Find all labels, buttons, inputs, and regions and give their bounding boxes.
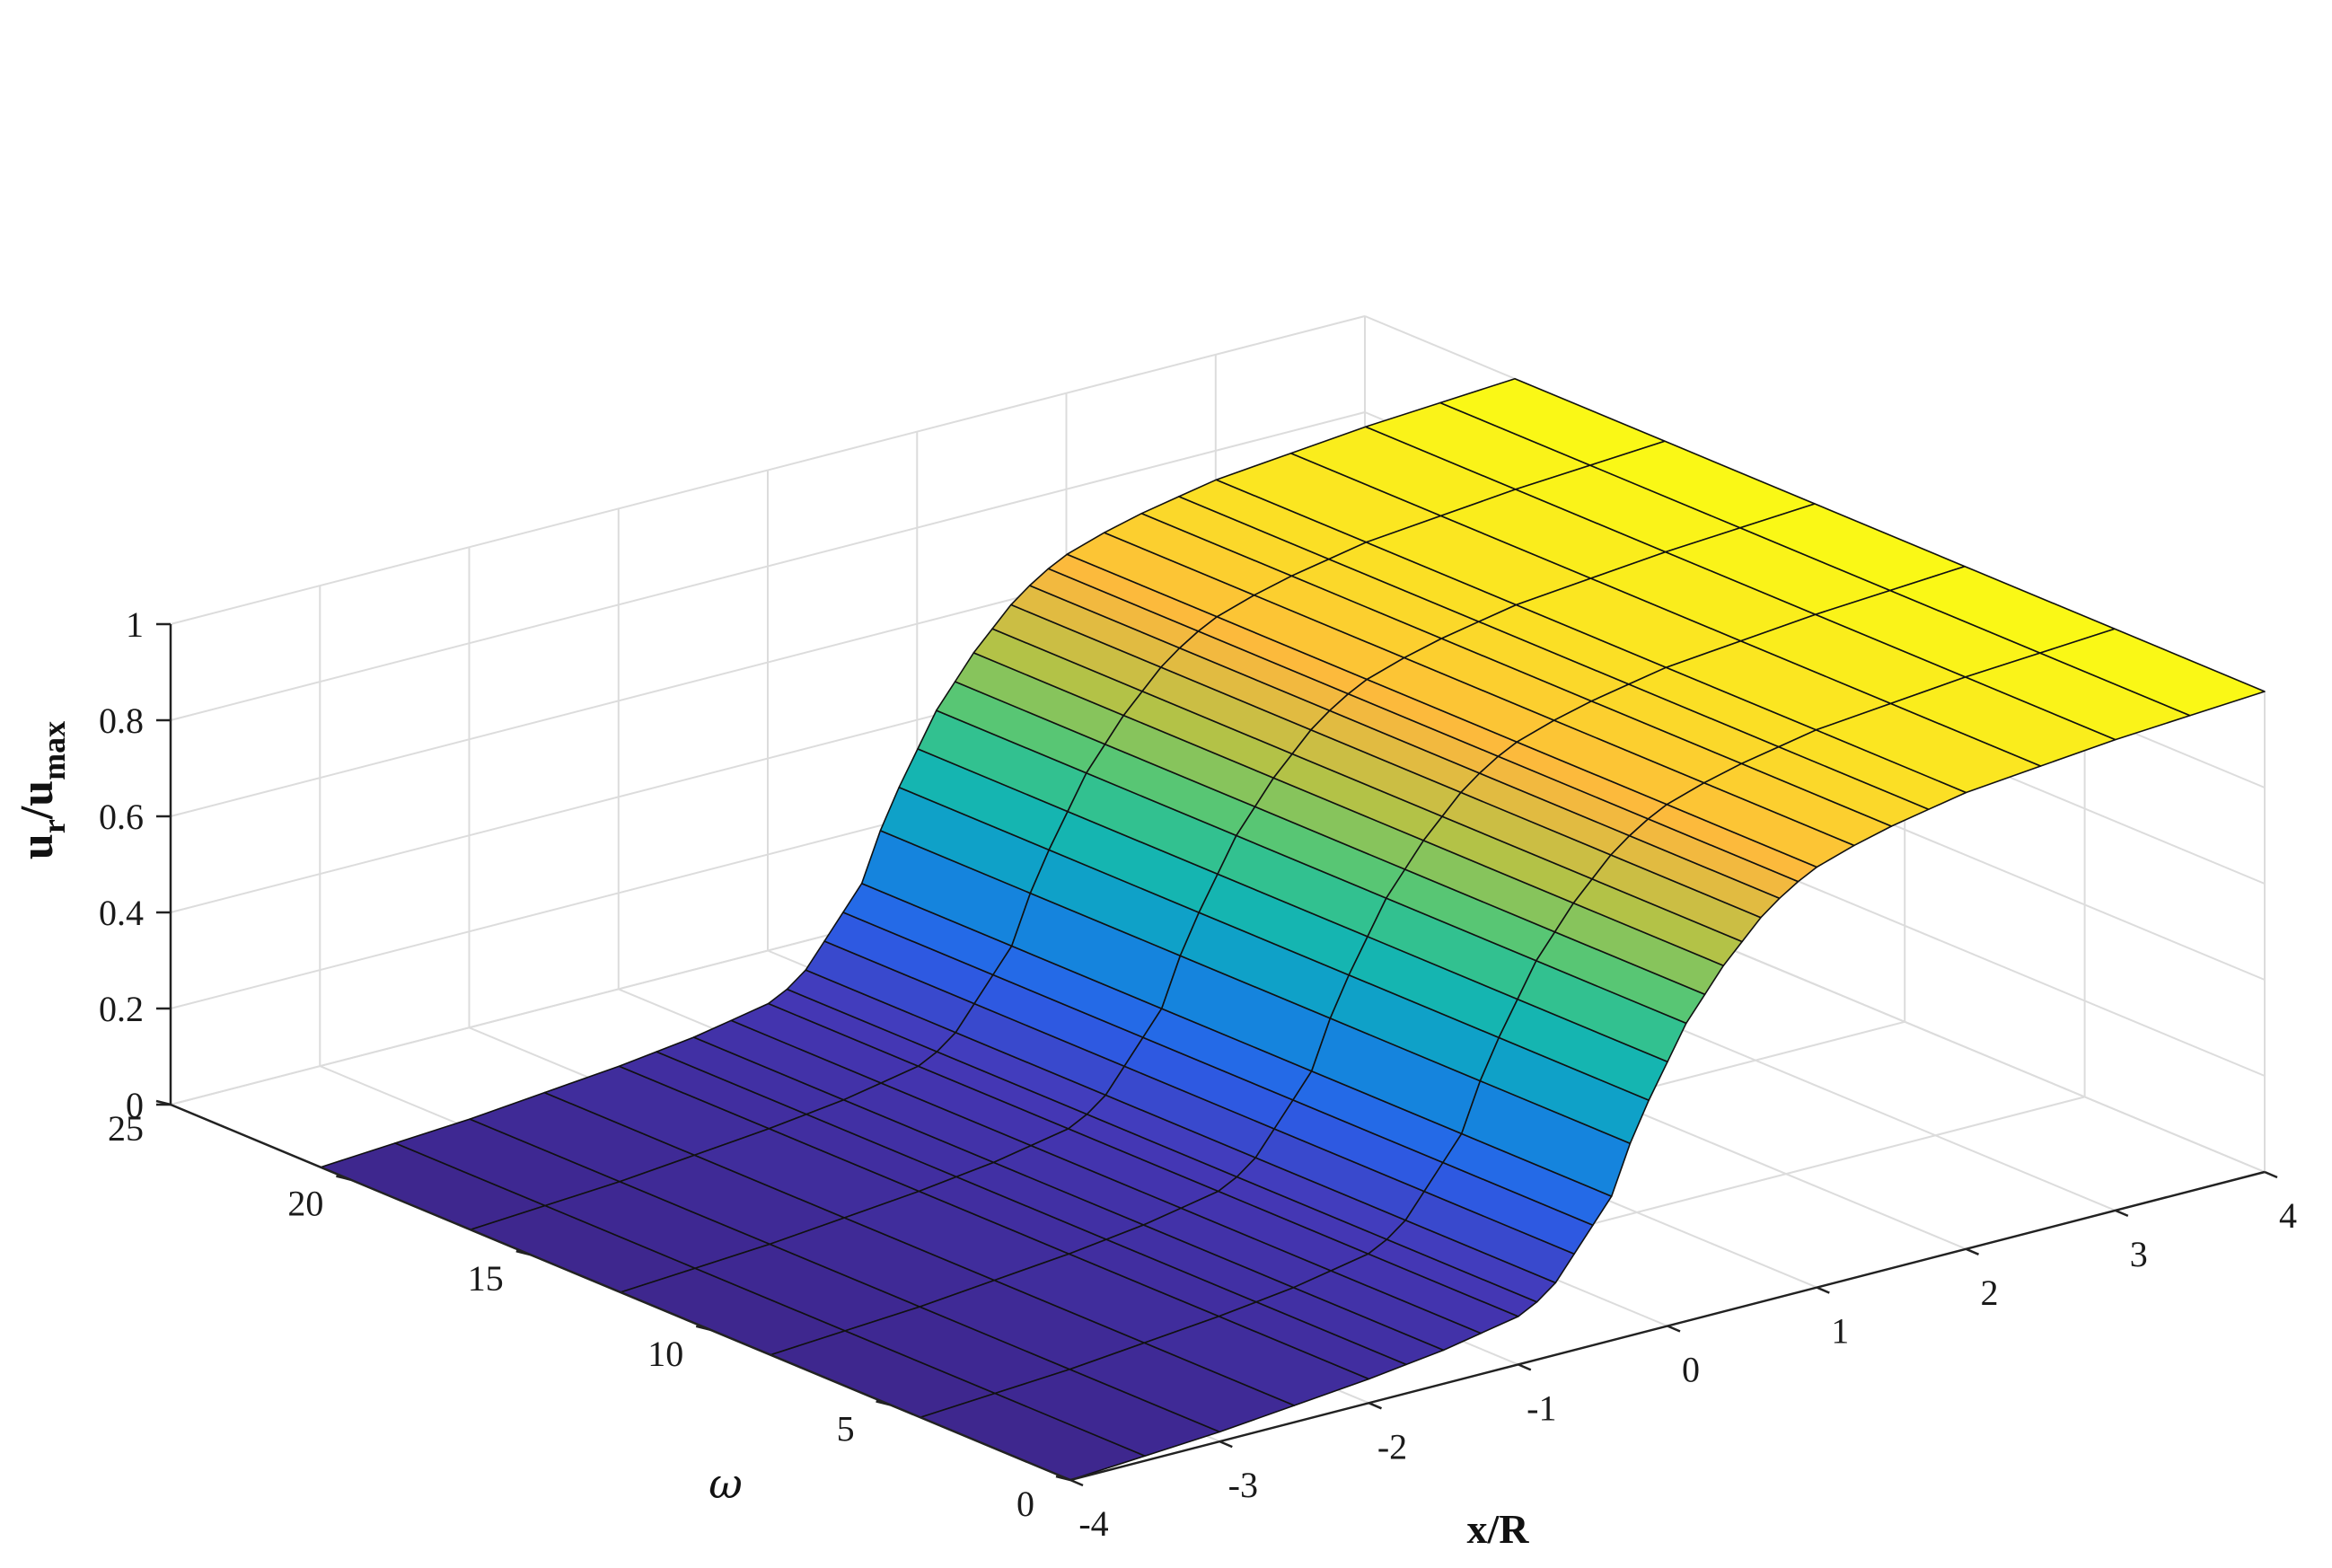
x-tick-mark — [1667, 1325, 1681, 1333]
y-tick-mark — [695, 1325, 711, 1332]
y-tick-label: 5 — [837, 1408, 855, 1449]
x-tick-mark — [2115, 1209, 2129, 1218]
z-tick-label: 0.6 — [99, 797, 144, 837]
z-tick-label: 0.2 — [99, 989, 144, 1029]
surface-layer — [320, 377, 2266, 1481]
x-tick-mark — [1368, 1402, 1382, 1410]
x-tick-mark — [2264, 1170, 2278, 1179]
x-tick-label: -1 — [1527, 1387, 1556, 1428]
z-tick-label: 0.8 — [99, 700, 144, 741]
y-tick-mark — [515, 1249, 532, 1256]
x-tick-label: -3 — [1228, 1465, 1258, 1505]
y-tick-mark — [876, 1400, 891, 1406]
x-tick-label: 3 — [2130, 1234, 2148, 1274]
x-tick-mark — [1816, 1286, 1830, 1294]
z-axis-label: ur/umax — [12, 721, 72, 859]
y-tick-label: 20 — [287, 1184, 323, 1224]
y-axis-line — [170, 1103, 1071, 1482]
x-tick-mark — [1219, 1440, 1233, 1449]
x-tick-mark — [1966, 1247, 1979, 1255]
surface-face — [2039, 628, 2266, 717]
y-tick-mark — [336, 1175, 351, 1181]
y-tick-mark — [1055, 1475, 1071, 1482]
y-tick-label: 15 — [468, 1258, 504, 1299]
z-tick-label: 0 — [126, 1085, 144, 1125]
x-tick-mark — [1069, 1478, 1084, 1487]
back-wall-gridline — [170, 411, 1366, 721]
y-tick-label: 10 — [647, 1334, 683, 1374]
z-axis-label-u: u — [12, 833, 63, 859]
z-tick-label: 1 — [126, 604, 144, 645]
y-tick-label: 25 — [108, 1108, 144, 1149]
y-tick-label: 0 — [1016, 1484, 1034, 1524]
x-tick-label: 1 — [1831, 1311, 1849, 1352]
x-axis-label: x/R — [1467, 1506, 1530, 1552]
x-tick-label: -4 — [1078, 1503, 1108, 1544]
z-axis-label-slash-u: /u — [12, 780, 63, 820]
x-tick-label: -2 — [1377, 1426, 1407, 1467]
y-axis-label: ω — [708, 1459, 743, 1508]
x-tick-label: 0 — [1682, 1350, 1700, 1390]
z-tick-label: 0.4 — [99, 893, 144, 933]
back-wall-gridline — [170, 315, 1366, 625]
z-axis-label-sub-max: max — [36, 721, 72, 780]
x-tick-label: 2 — [1981, 1273, 1999, 1313]
x-tick-label: 4 — [2279, 1195, 2297, 1236]
x-tick-mark — [1518, 1363, 1532, 1371]
z-axis-label-sub-r: r — [36, 819, 72, 833]
